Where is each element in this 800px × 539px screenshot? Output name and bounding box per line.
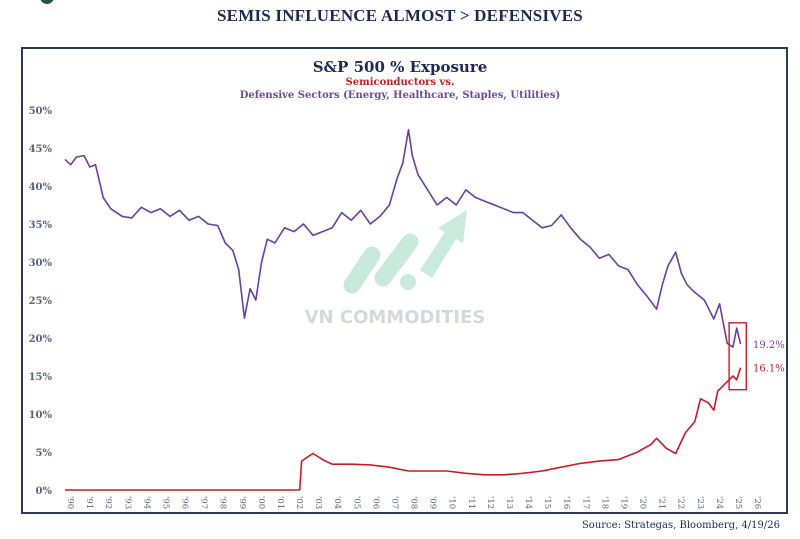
x-tick-label: '22 bbox=[676, 496, 686, 509]
x-tick-label: '98 bbox=[218, 496, 228, 509]
x-tick-label: '90 bbox=[65, 496, 75, 509]
x-tick-label: '20 bbox=[638, 496, 648, 509]
x-tick-label: '03 bbox=[313, 496, 323, 509]
x-tick-label: '06 bbox=[370, 496, 380, 509]
page-headline: SEMIS INFLUENCE ALMOST > DEFENSIVES bbox=[217, 6, 583, 25]
x-tick-label: '26 bbox=[752, 496, 762, 509]
source-note: Source: Strategas, Bloomberg, 4/19/26 bbox=[581, 520, 780, 531]
y-tick-label: 20% bbox=[29, 334, 53, 345]
x-tick-label: '19 bbox=[618, 496, 628, 509]
x-tick-label: '16 bbox=[561, 496, 571, 509]
defensives-line bbox=[64, 129, 742, 348]
x-tick-label: '12 bbox=[485, 496, 495, 509]
x-tick-label: '24 bbox=[714, 496, 724, 509]
chart-subtitle-defensives: Defensive Sectors (Energy, Healthcare, S… bbox=[239, 90, 561, 101]
y-tick-label: 5% bbox=[36, 448, 53, 459]
end-label-semis: 16.1% bbox=[753, 364, 785, 375]
x-tick-label: '94 bbox=[141, 496, 151, 509]
x-tick-label: '08 bbox=[409, 496, 419, 509]
x-tick-label: '13 bbox=[504, 496, 514, 509]
x-tick-label: '05 bbox=[351, 496, 361, 509]
x-tick-label: '14 bbox=[523, 496, 533, 509]
x-tick-label: '18 bbox=[599, 496, 609, 509]
y-tick-label: 45% bbox=[29, 144, 53, 155]
x-tick-label: '21 bbox=[657, 496, 667, 509]
x-tick-label: '99 bbox=[237, 496, 247, 509]
x-tick-label: '92 bbox=[103, 496, 113, 509]
x-tick-label: '17 bbox=[580, 496, 590, 509]
y-tick-label: 50% bbox=[29, 106, 53, 117]
y-tick-label: 30% bbox=[29, 258, 53, 269]
y-tick-label: 0% bbox=[36, 486, 53, 497]
x-tick-label: '10 bbox=[447, 496, 457, 509]
x-tick-label: '23 bbox=[695, 496, 705, 509]
x-tick-label: '02 bbox=[294, 496, 304, 509]
x-tick-label: '07 bbox=[389, 496, 399, 509]
y-tick-label: 15% bbox=[29, 372, 53, 383]
y-axis: 0% 5% 10% 15% 20% 25% 30% 35% 40% 45% 50% bbox=[29, 106, 53, 497]
semis-line bbox=[65, 367, 742, 491]
x-tick-label: '97 bbox=[199, 496, 209, 509]
x-tick-label: '15 bbox=[542, 496, 552, 509]
watermark-logo-icon: VN COMMODITIES bbox=[305, 210, 486, 328]
x-tick-label: '09 bbox=[428, 496, 438, 509]
chart-title: S&P 500 % Exposure bbox=[312, 58, 488, 76]
x-tick-label: '11 bbox=[466, 496, 476, 509]
x-tick-label: '91 bbox=[84, 496, 94, 509]
x-axis: '90 '91 '92 '93 '94 '95 '96 '97 '98 '99 '00 '01 '02 '… bbox=[65, 496, 762, 509]
brand-logo bbox=[40, 0, 54, 4]
y-tick-label: 35% bbox=[29, 220, 53, 231]
y-tick-label: 10% bbox=[29, 410, 53, 421]
x-tick-label: '01 bbox=[275, 496, 285, 509]
watermark-text: VN COMMODITIES bbox=[305, 307, 486, 328]
x-tick-label: '93 bbox=[122, 496, 132, 509]
chart-subtitle-semis: Semiconductors vs. bbox=[345, 77, 455, 88]
x-tick-label: '00 bbox=[256, 496, 266, 509]
x-tick-label: '04 bbox=[332, 496, 342, 509]
end-label-defensives: 19.2% bbox=[753, 340, 785, 351]
x-tick-label: '95 bbox=[160, 496, 170, 509]
x-tick-label: '96 bbox=[180, 496, 190, 509]
y-tick-label: 40% bbox=[29, 182, 53, 193]
highlight-box bbox=[728, 322, 747, 391]
y-tick-label: 25% bbox=[29, 296, 53, 307]
x-tick-label: '25 bbox=[733, 496, 743, 509]
